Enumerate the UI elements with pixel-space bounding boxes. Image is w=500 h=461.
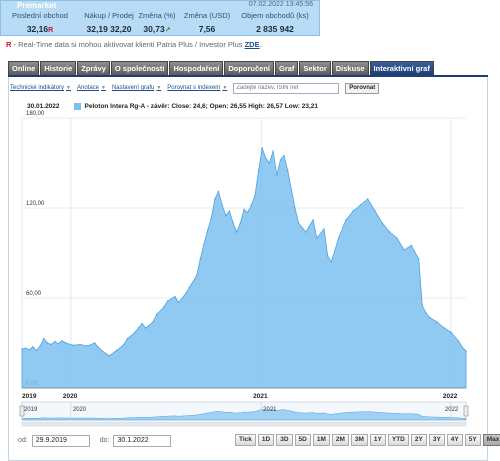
caret-down-icon: ▼ <box>66 85 71 91</box>
caret-down-icon: ▼ <box>156 85 162 91</box>
tab-o-společnosti[interactable]: O společnosti <box>110 61 169 75</box>
tab-sektor[interactable]: Sektor <box>299 61 331 75</box>
zoom-5d-button[interactable]: 5D <box>294 434 311 446</box>
to-label: do: <box>99 437 110 444</box>
volume-value: 2 835 942 <box>256 24 294 34</box>
legend-swatch <box>73 102 81 110</box>
indicators-menu[interactable]: Technické indikátory ▼ <box>10 85 71 91</box>
chart-legend: 30.01.2022 Peloton Intera Rg-A - závěr: … <box>27 101 318 111</box>
from-date-input[interactable] <box>31 434 90 447</box>
arrow-up-icon: ↗ <box>164 27 171 34</box>
tab-graf[interactable]: Graf <box>275 61 299 75</box>
quote-timestamp: 07.02.2022 13:45:56 <box>248 1 313 8</box>
zoom-3m-button[interactable]: 3M <box>350 434 368 446</box>
zoom-2y-button[interactable]: 2Y <box>410 434 427 446</box>
last-trade-cell: 32,16R <box>5 24 75 34</box>
from-label: od: <box>18 437 28 444</box>
legend-series-text: Peloton Intera Rg-A - závěr: Close: 24,6… <box>84 102 319 110</box>
realtime-flag-icon: R <box>48 27 54 34</box>
header-last-trade: Poslední obchod <box>12 11 68 20</box>
caret-down-icon: ▼ <box>101 85 106 91</box>
tab-underline <box>8 75 488 77</box>
zoom-3y-button[interactable]: 3Y <box>428 434 445 446</box>
header-change-pct: Změna (%) <box>138 11 176 20</box>
caret-down-icon: ▼ <box>222 85 228 91</box>
compare-search-input[interactable] <box>233 82 340 94</box>
tab-bar: Online Historie Zprávy O společnosti Hospoda… <box>8 61 434 75</box>
realtime-note-text: - Real-Time data si mohou aktivovat klie… <box>11 40 245 49</box>
tab-diskuse[interactable]: Diskuse <box>331 61 369 75</box>
header-change-usd: Změna (USD) <box>183 11 231 20</box>
bid-ask-value: 32,19 32,20 <box>86 24 132 34</box>
zoom-max-button[interactable]: Max <box>482 434 500 446</box>
to-date-input[interactable] <box>113 434 172 447</box>
realtime-note-flag: R <box>6 40 12 49</box>
zoom-5y-button[interactable]: 5Y <box>464 434 481 446</box>
zoom-4y-button[interactable]: 4Y <box>446 434 463 446</box>
tab-zprávy[interactable]: Zprávy <box>77 61 110 75</box>
zoom-ytd-button[interactable]: YTD <box>387 434 409 446</box>
tab-online[interactable]: Online <box>8 61 40 75</box>
zoom-tick-button[interactable]: Tick <box>235 434 256 446</box>
date-range: od: do: <box>18 434 177 447</box>
change-pct-cell: 30,73↗ <box>135 24 179 34</box>
change-pct-value: 30,73 <box>143 24 165 34</box>
realtime-note-link[interactable]: ZDE <box>244 40 260 49</box>
realtime-note: R - Real-Time data si mohou aktivovat kl… <box>6 40 262 49</box>
zoom-3d-button[interactable]: 3D <box>276 434 293 446</box>
chart-panel <box>8 77 488 461</box>
tab-hospodaření[interactable]: Hospodaření <box>169 61 224 75</box>
tab-interaktivní-graf[interactable]: Interaktivní graf <box>369 61 434 75</box>
zoom-1y-button[interactable]: 1Y <box>369 434 386 446</box>
zoom-buttons: Tick 1D 3D 5D 1M 2M 3M 1Y YTD 2Y 3Y 4Y 5Y Max <box>235 434 500 446</box>
tab-historie[interactable]: Historie <box>40 61 77 75</box>
quote-box: Premarket 07.02.2022 13:45:56 Poslední o… <box>0 0 320 36</box>
compare-index-menu[interactable]: Porovnat s indexem ▼ <box>167 85 228 91</box>
status-label: Premarket <box>17 1 57 10</box>
last-trade-value: 32,16 <box>26 24 49 34</box>
zoom-2m-button[interactable]: 2M <box>331 434 349 446</box>
legend-date: 30.01.2022 <box>27 102 60 110</box>
tab-doporučení[interactable]: Doporučení <box>224 61 274 75</box>
compare-button[interactable]: Porovnat <box>345 82 380 94</box>
header-volume: Objem obchodů (ks) <box>241 11 309 20</box>
chart-toolbar: Technické indikátory ▼ Anotace ▼ Nastavení… <box>10 82 380 94</box>
chart-settings-menu[interactable]: Nastavení grafu ▼ <box>111 85 162 91</box>
header-bid-ask: Nákup / Prodej <box>84 11 134 20</box>
change-usd-value: 7,56 <box>198 24 216 34</box>
zoom-1m-button[interactable]: 1M <box>312 434 330 446</box>
annotations-menu[interactable]: Anotace ▼ <box>76 85 106 91</box>
zoom-1d-button[interactable]: 1D <box>257 434 275 446</box>
